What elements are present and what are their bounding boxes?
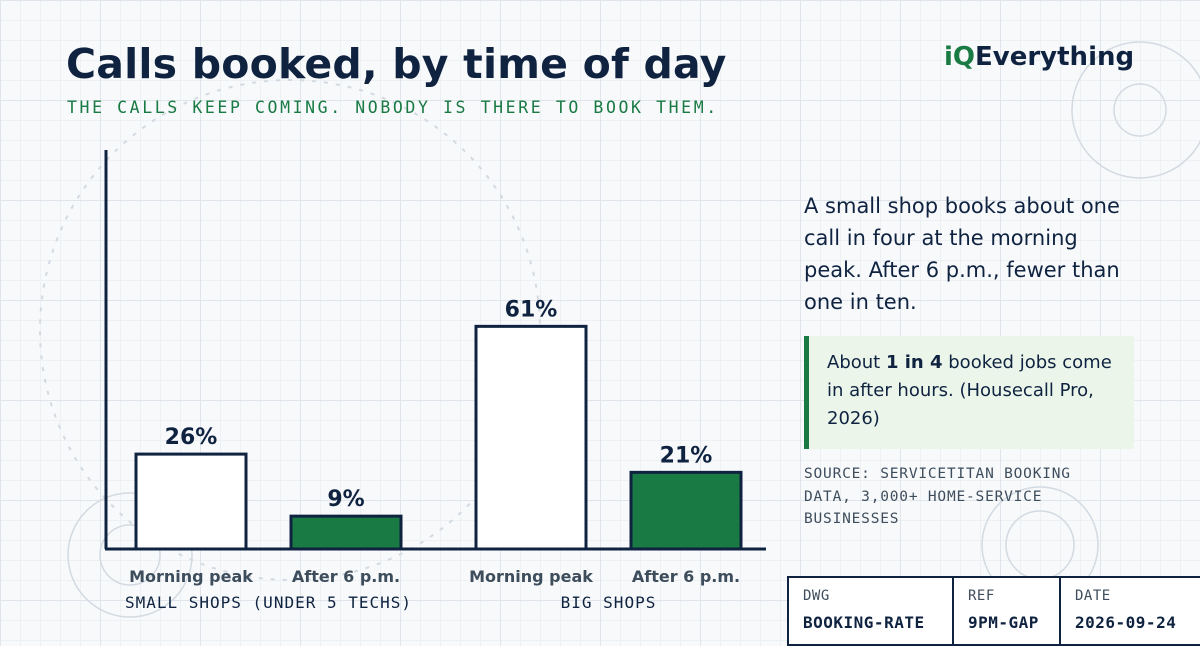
bar-chart: 26% Morning peak 9% After 6 p.m. SMALL SHOPS…: [104, 150, 766, 612]
bar-value-label: 21%: [660, 443, 713, 468]
title-block: DWG BOOKING-RATE REF 9PM-GAP DATE 2026-0…: [787, 576, 1200, 646]
bar-category-label: Morning peak: [469, 567, 593, 586]
date-value: 2026-09-24: [1075, 613, 1177, 632]
callout-suffix: booked jobs come in after hours. (Housec…: [827, 352, 1112, 429]
group-label: BIG SHOPS: [561, 593, 657, 612]
bar-value-label: 9%: [327, 487, 364, 512]
dwg-cell: DWG BOOKING-RATE: [789, 578, 954, 644]
page-subtitle: THE CALLS KEEP COMING. NOBODY IS THERE T…: [67, 98, 719, 117]
bar-value-label: 61%: [505, 297, 558, 322]
page-title: Calls booked, by time of day: [66, 40, 727, 88]
dwg-label: DWG: [803, 588, 830, 604]
stat-callout: About 1 in 4 booked jobs come in after h…: [804, 336, 1134, 449]
date-cell: DATE 2026-09-24: [1061, 578, 1200, 644]
date-label: DATE: [1075, 588, 1111, 604]
ref-cell: REF 9PM-GAP: [954, 578, 1061, 644]
group-label: SMALL SHOPS (UNDER 5 TECHS): [125, 593, 412, 612]
bar-category-label: After 6 p.m.: [292, 567, 400, 586]
callout-prefix: About: [827, 352, 886, 373]
brand-logo: iQEverything: [944, 42, 1134, 72]
bar-category-label: After 6 p.m.: [632, 567, 740, 586]
summary-text: A small shop books about one call in fou…: [804, 194, 1120, 314]
brand-suffix: Everything: [975, 42, 1135, 72]
bar-2-1: [474, 324, 588, 551]
bar-category-label: Morning peak: [129, 567, 253, 586]
bar-1-1: [134, 452, 248, 551]
bar-1-2: [289, 514, 403, 551]
ref-label: REF: [968, 588, 995, 604]
source-note: SOURCE: SERVICETITAN BOOKING DATA, 3,000…: [804, 466, 1071, 527]
dwg-value: BOOKING-RATE: [803, 613, 925, 632]
bar-2-2: [629, 470, 743, 551]
brand-prefix: iQ: [944, 42, 976, 72]
ref-value: 9PM-GAP: [968, 613, 1039, 632]
callout-highlight: 1 in 4: [885, 352, 943, 373]
bar-value-label: 26%: [165, 425, 218, 450]
